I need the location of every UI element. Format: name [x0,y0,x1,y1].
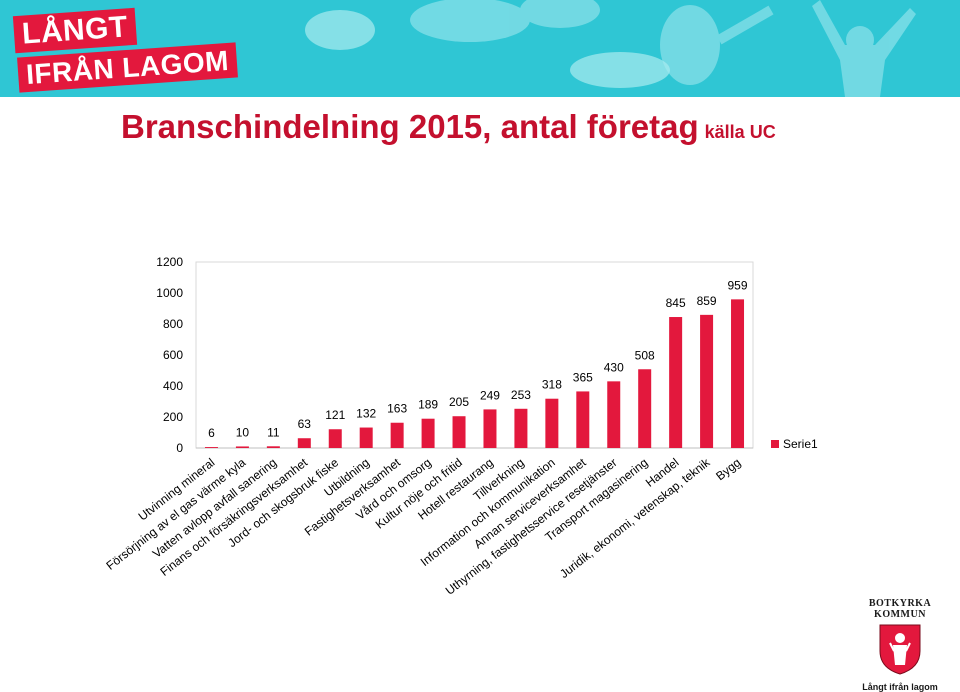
data-label: 132 [356,407,376,421]
bar [359,427,373,448]
bar [545,398,559,448]
legend-swatch [771,440,779,448]
bar [328,429,342,448]
data-label: 11 [267,425,280,439]
slide-title: Branschindelning 2015, antal företag käll… [121,108,776,146]
x-category-label: Bygg [713,455,743,483]
y-tick-label: 600 [163,348,183,362]
kommun-name-line2: KOMMUN [874,609,926,620]
municipal-crest-icon [879,624,921,675]
y-tick-label: 1200 [156,255,183,269]
bar [669,317,683,448]
bar [421,418,435,448]
legend-label: Serie1 [783,437,818,451]
data-label: 318 [542,378,562,392]
bar [235,446,249,448]
data-label: 959 [728,278,748,292]
kommun-tagline: Långt ifrån lagom [862,682,938,692]
data-label: 10 [236,425,250,439]
kommun-name-line1: BOTKYRKA [868,598,932,609]
data-label: 845 [666,296,686,310]
kommun-logo: BOTKYRKA KOMMUN Långt ifrån lagom [855,598,945,692]
bar [700,314,714,448]
bar [483,409,497,448]
y-tick-label: 800 [163,317,183,331]
y-tick-label: 1000 [156,286,183,300]
data-label: 249 [480,388,500,402]
data-label: 163 [387,402,407,416]
bar [576,391,590,448]
y-tick-label: 400 [163,379,183,393]
data-label: 189 [418,398,438,412]
data-label: 508 [635,348,655,362]
bar [607,381,621,448]
data-label: 859 [697,294,717,308]
data-label: 365 [573,370,593,384]
data-label: 430 [604,360,624,374]
data-label: 253 [511,388,531,402]
y-tick-label: 200 [163,410,183,424]
concert-crowd-silhouette-icon [305,0,916,97]
bar [514,408,528,448]
bar [390,422,404,448]
data-label: 63 [298,417,312,431]
title-text: Branschindelning 2015, antal företag [121,108,699,145]
bar [638,369,652,448]
bar [204,447,218,448]
bar [266,446,280,448]
bar [297,438,311,448]
header-banner: LÅNGT IFRÅN LAGOM [0,0,960,97]
y-tick-label: 0 [176,441,183,455]
data-label: 121 [325,408,345,422]
bar [452,416,466,448]
title-source: källa UC [704,122,776,142]
data-label: 6 [208,426,215,440]
data-label: 205 [449,395,469,409]
x-category-label: Vatten avlopp avfall sanering [150,455,279,560]
bar [731,299,745,448]
